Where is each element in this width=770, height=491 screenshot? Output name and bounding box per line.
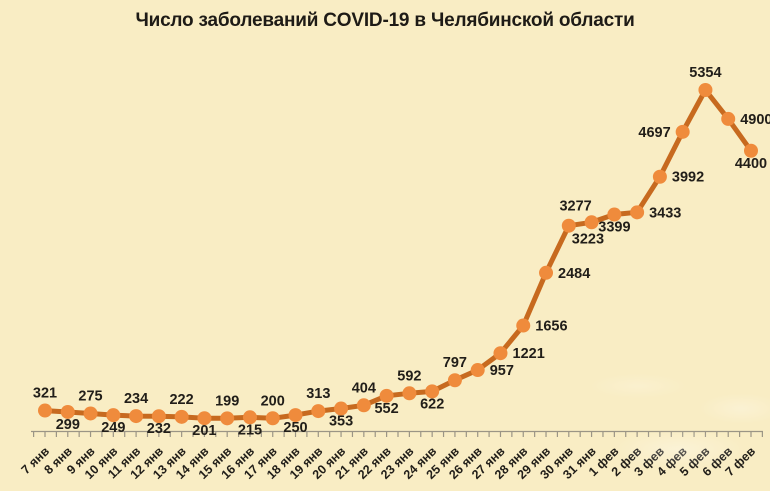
data-point bbox=[334, 401, 349, 416]
data-point bbox=[652, 169, 667, 184]
value-label: 552 bbox=[374, 401, 398, 417]
data-point bbox=[60, 404, 75, 419]
value-label: 353 bbox=[329, 414, 353, 430]
value-label: 249 bbox=[101, 420, 125, 436]
data-point bbox=[311, 404, 326, 419]
value-label: 321 bbox=[33, 386, 57, 402]
value-label: 3433 bbox=[649, 205, 681, 221]
value-label: 4697 bbox=[638, 125, 670, 141]
value-label: 250 bbox=[283, 420, 307, 436]
value-label: 797 bbox=[443, 355, 467, 371]
data-point bbox=[402, 386, 417, 401]
data-point bbox=[197, 411, 212, 426]
value-label: 232 bbox=[147, 421, 171, 437]
data-point bbox=[539, 265, 554, 280]
data-point bbox=[743, 143, 758, 158]
data-point bbox=[584, 215, 599, 230]
value-label: 1656 bbox=[535, 319, 567, 335]
data-point bbox=[151, 409, 166, 424]
data-point bbox=[470, 363, 485, 378]
data-point bbox=[220, 411, 235, 426]
value-label: 199 bbox=[215, 393, 239, 409]
value-label: 234 bbox=[124, 391, 148, 407]
data-point bbox=[607, 207, 622, 222]
data-point bbox=[38, 403, 52, 418]
data-point bbox=[675, 124, 690, 139]
data-point bbox=[516, 318, 531, 333]
value-label: 4900 bbox=[740, 112, 770, 128]
data-point bbox=[698, 83, 713, 97]
data-point bbox=[630, 205, 645, 220]
value-label: 215 bbox=[238, 422, 262, 438]
value-label: 275 bbox=[78, 389, 102, 405]
value-label: 2484 bbox=[558, 266, 590, 282]
value-label: 622 bbox=[420, 396, 444, 412]
value-label: 3992 bbox=[672, 170, 704, 186]
value-label: 3277 bbox=[559, 198, 591, 214]
data-point bbox=[242, 410, 257, 425]
data-point bbox=[379, 388, 394, 403]
data-point bbox=[174, 409, 189, 424]
data-point bbox=[493, 346, 508, 361]
data-point bbox=[425, 384, 440, 399]
value-label: 222 bbox=[169, 392, 193, 408]
value-label: 201 bbox=[192, 423, 216, 439]
data-point bbox=[265, 411, 280, 426]
value-label: 957 bbox=[490, 363, 514, 379]
value-label: 3399 bbox=[598, 220, 630, 236]
value-label: 313 bbox=[306, 386, 330, 402]
data-point bbox=[447, 373, 462, 388]
value-label: 200 bbox=[261, 393, 285, 409]
chart-title: Число заболеваний COVID-19 в Челябинской… bbox=[135, 10, 635, 31]
value-label: 1221 bbox=[513, 346, 545, 362]
data-point bbox=[721, 111, 736, 126]
value-label: 299 bbox=[56, 417, 80, 433]
value-label: 592 bbox=[397, 368, 421, 384]
value-label: 5354 bbox=[689, 65, 721, 81]
value-label: 4400 bbox=[735, 156, 767, 172]
value-label: 404 bbox=[352, 380, 376, 396]
data-point bbox=[83, 406, 98, 421]
data-point bbox=[129, 409, 144, 424]
data-point bbox=[356, 398, 371, 413]
value-label: 3223 bbox=[572, 232, 604, 248]
data-point bbox=[561, 218, 576, 233]
data-point bbox=[288, 408, 303, 423]
data-point bbox=[106, 408, 121, 423]
